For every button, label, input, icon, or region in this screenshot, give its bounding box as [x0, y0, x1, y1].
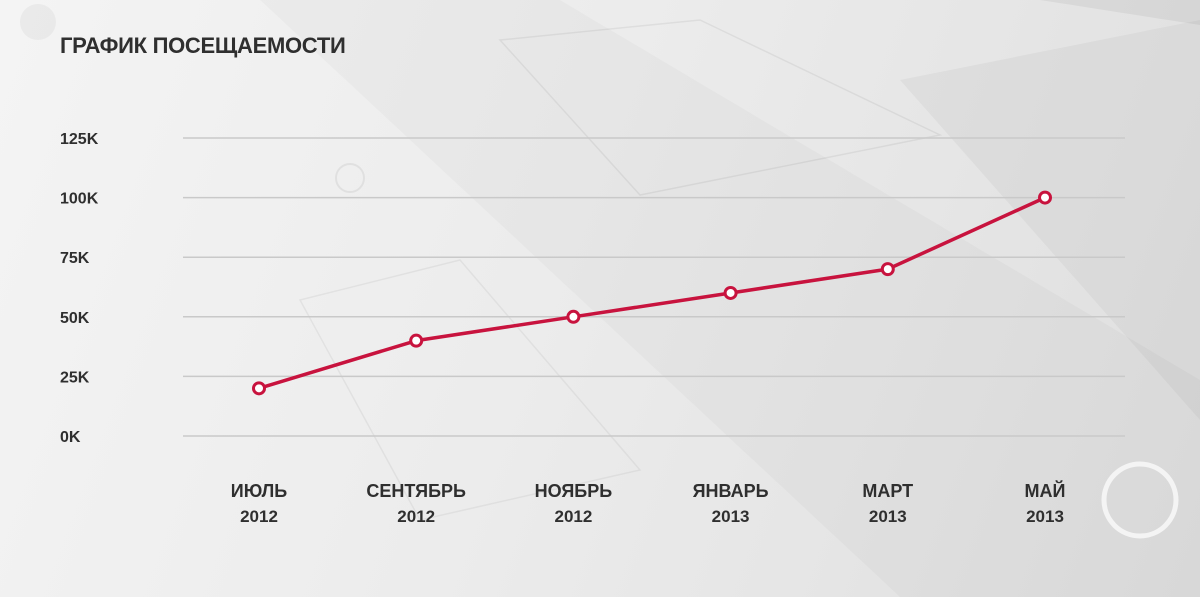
y-tick-label: 50K	[60, 310, 90, 327]
data-point	[1038, 190, 1052, 205]
x-axis-ticks: ИЮЛЬ 2012 СЕНТЯБРЬ 2012 НОЯБРЬ 2012 ЯНВАРЬ 2013…	[231, 480, 1066, 526]
data-point	[409, 333, 424, 348]
data-point	[252, 381, 266, 396]
series-line	[257, 195, 1047, 391]
y-axis-ticks: 0K 25K 50K 75K 100K 125K	[60, 131, 99, 446]
y-tick-label: 75K	[60, 250, 90, 267]
x-tick-year-label: 2013	[1026, 507, 1064, 526]
y-tick-label: 0K	[60, 429, 81, 446]
series-visits	[252, 190, 1052, 396]
x-tick-year-label: 2012	[240, 507, 278, 526]
x-tick-month-label: ЯНВАРЬ	[693, 481, 769, 501]
chart-title: ГРАФИК ПОСЕЩАЕМОСТИ	[60, 33, 346, 58]
x-tick-month-label: МАРТ	[862, 481, 913, 501]
y-tick-label: 25K	[60, 369, 90, 386]
x-tick-year-label: 2012	[397, 507, 435, 526]
x-tick-year-label: 2012	[554, 507, 592, 526]
x-tick-month-label: ИЮЛЬ	[231, 481, 287, 501]
data-point	[566, 309, 581, 324]
x-tick-month-label: СЕНТЯБРЬ	[366, 481, 466, 501]
x-tick-year-label: 2013	[712, 507, 750, 526]
y-tick-label: 125K	[60, 131, 99, 148]
grid-lines	[183, 137, 1125, 437]
data-point	[880, 262, 895, 277]
x-tick-month-label: МАЙ	[1025, 480, 1066, 501]
y-tick-label: 100K	[60, 191, 99, 208]
x-tick-year-label: 2013	[869, 507, 907, 526]
data-point	[723, 285, 738, 300]
x-tick-month-label: НОЯБРЬ	[535, 481, 613, 501]
